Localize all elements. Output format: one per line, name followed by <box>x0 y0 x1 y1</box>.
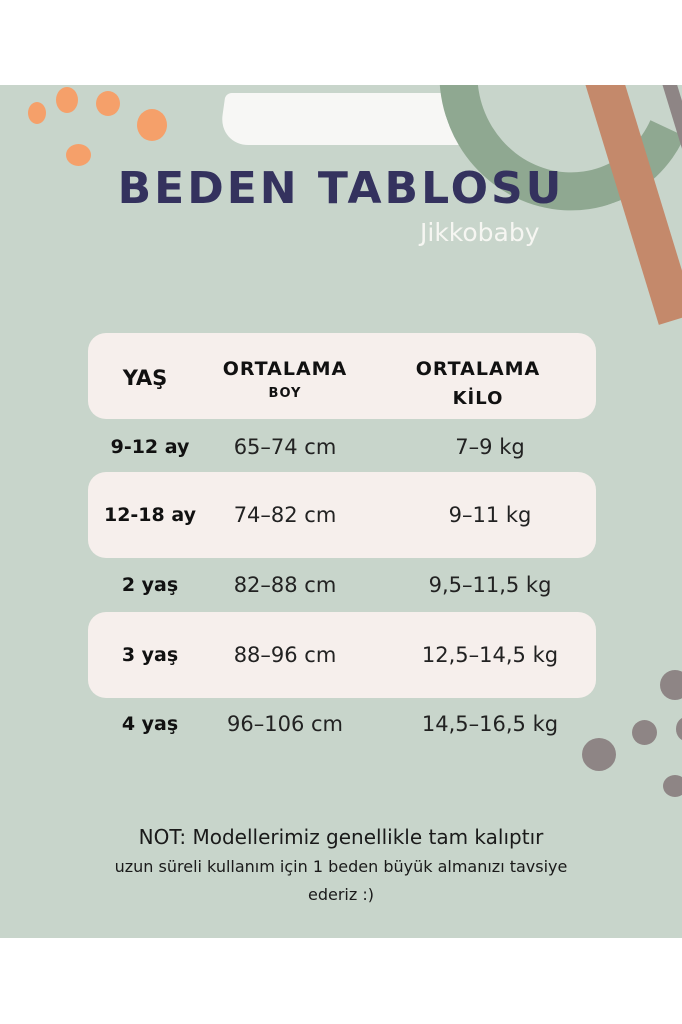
orange-dot <box>56 87 78 113</box>
header-age: YAŞ <box>122 366 168 390</box>
row-age: 9-12 ay <box>110 436 190 458</box>
grey-dot <box>663 775 682 797</box>
row-weight: 7–9 kg <box>455 435 525 459</box>
row-weight: 12,5–14,5 kg <box>421 643 559 667</box>
row-age: 3 yaş <box>121 644 179 666</box>
header-height-line1: ORTALAMA <box>222 358 348 380</box>
header-weight-line1: ORTALAMA <box>415 358 541 380</box>
row-weight: 14,5–16,5 kg <box>421 712 559 736</box>
row-band <box>88 472 596 558</box>
row-height: 88–96 cm <box>233 643 337 667</box>
size-chart-canvas: BEDEN TABLOSU Jikkobaby YAŞ ORTALAMA BOY… <box>0 85 682 938</box>
orange-dot <box>137 109 167 141</box>
note-line-3: ederiz :) <box>308 885 374 904</box>
grey-dot <box>676 717 682 741</box>
header-weight-line2: KİLO <box>452 388 504 409</box>
row-height: 96–106 cm <box>227 712 343 736</box>
row-height: 65–74 cm <box>233 435 337 459</box>
page-title: BEDEN TABLOSU <box>117 163 565 214</box>
row-age: 2 yaş <box>121 574 179 596</box>
row-height: 82–88 cm <box>233 573 337 597</box>
grey-dot <box>632 720 657 745</box>
row-height: 74–82 cm <box>233 503 337 527</box>
grey-dot <box>660 670 682 700</box>
row-weight: 9,5–11,5 kg <box>428 573 552 597</box>
header-height-line2: BOY <box>268 386 302 401</box>
note-line-1: NOT: Modellerimiz genellikle tam kalıptı… <box>138 825 544 849</box>
orange-dot <box>66 144 91 166</box>
header-band <box>88 333 596 419</box>
row-age: 12-18 ay <box>103 504 196 526</box>
note-line-2: uzun süreli kullanım için 1 beden büyük … <box>114 857 568 876</box>
row-band <box>88 612 596 698</box>
row-weight: 9–11 kg <box>448 503 532 527</box>
row-age: 4 yaş <box>121 713 179 735</box>
orange-dot <box>28 102 46 124</box>
brand-name: Jikkobaby <box>420 218 540 247</box>
grey-dot <box>582 738 616 771</box>
orange-dot <box>96 91 120 116</box>
